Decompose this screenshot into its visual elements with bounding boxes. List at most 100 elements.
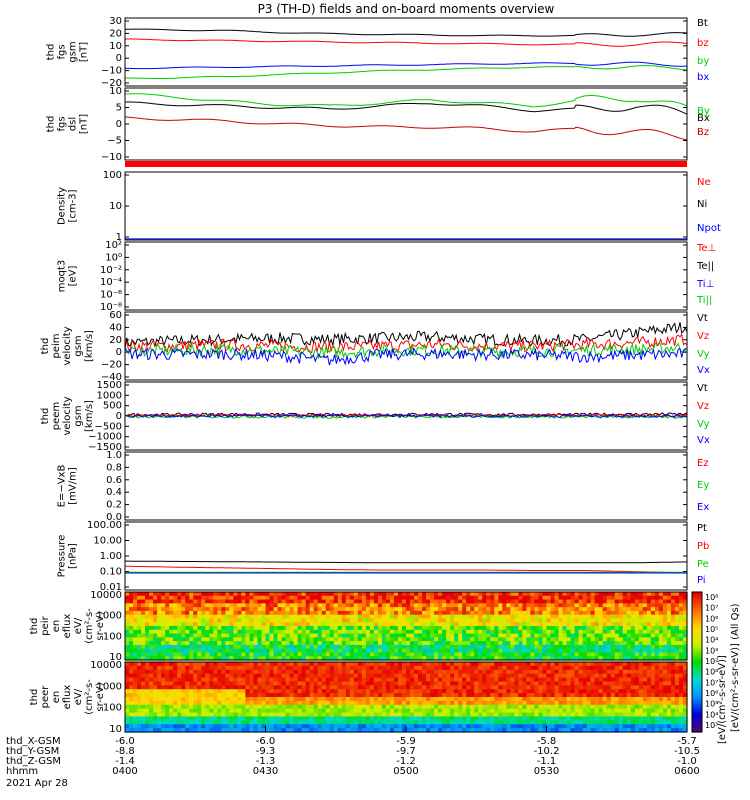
spectrogram-cell [357, 728, 363, 733]
spectrogram-cell [630, 641, 636, 646]
spectrogram-cell [349, 712, 355, 718]
spectrogram-cell [261, 618, 267, 623]
spectrogram-cell [245, 669, 251, 675]
spectrogram-cell [381, 607, 387, 612]
spectrogram-cell [325, 704, 331, 710]
spectrogram-cell [165, 592, 170, 597]
spectrogram-cell [305, 681, 311, 686]
spectrogram-cell [406, 599, 411, 604]
spectrogram-cell [446, 607, 451, 612]
spectrogram-cell [229, 603, 234, 608]
spectrogram-cell [377, 641, 383, 646]
spectrogram-cell [546, 641, 552, 646]
spectrogram-cell [265, 697, 271, 702]
spectrogram-cell [313, 673, 319, 679]
spectrogram-cell [430, 712, 435, 718]
spectrogram-cell [566, 716, 572, 721]
spectrogram-cell [293, 644, 299, 650]
spectrogram-cell [385, 603, 391, 608]
spectrogram-cell [125, 662, 130, 667]
spectrogram-cell [498, 626, 503, 631]
spectrogram-cell [397, 693, 403, 698]
spectrogram-cell [478, 637, 483, 642]
ytick-label: 0.0 [106, 512, 122, 523]
spectrogram-cell [373, 681, 379, 686]
spectrogram-cell [253, 708, 259, 714]
spectrogram-cell [245, 618, 251, 623]
spectrogram-cell [638, 592, 644, 597]
spectrogram-cell [349, 641, 355, 646]
spectrogram-cell [377, 618, 383, 623]
spectrogram-cell [129, 603, 134, 608]
spectrogram-cell [389, 610, 395, 616]
spectrogram-cell [237, 644, 243, 650]
spectrogram-cell [169, 622, 174, 627]
spectrogram-cell [209, 607, 214, 612]
spectrogram-cell [401, 626, 407, 631]
spectrogram-cell [389, 626, 395, 631]
spectrogram-cell [269, 622, 275, 627]
spectrogram-cell [546, 700, 552, 706]
spectrogram-cell [498, 629, 503, 635]
spectrogram-cell [462, 610, 467, 616]
spectrogram-cell [353, 662, 359, 667]
spectrogram-cell [418, 720, 423, 725]
spectrogram-cell [225, 629, 230, 635]
spectrogram-cell [602, 662, 608, 667]
spectrogram-cell [670, 614, 676, 620]
spectrogram-cell [518, 603, 524, 608]
spectrogram-cell [157, 685, 162, 690]
spectrogram-cell [249, 665, 255, 671]
spectrogram-cell [201, 716, 206, 721]
spectrogram-cell [574, 665, 580, 671]
spectrogram-cell [381, 724, 387, 729]
spectrogram-cell [197, 712, 202, 718]
spectrogram-cell [646, 641, 652, 646]
spectrogram-cell [526, 641, 532, 646]
spectrogram-cell [642, 641, 648, 646]
spectrogram-cell [153, 665, 158, 671]
spectrogram-cell [614, 677, 620, 683]
spectrogram-cell [490, 592, 495, 597]
spectrogram-cell [189, 689, 194, 694]
spectrogram-cell [161, 697, 166, 702]
spectrogram-cell [678, 614, 684, 620]
spectrogram-cell [293, 656, 299, 661]
spectrogram-cell [438, 656, 443, 661]
spectrogram-cell [514, 626, 519, 631]
spectrogram-cell [301, 708, 307, 714]
spectrogram-cell [237, 700, 243, 706]
spectrogram-cell [450, 689, 455, 694]
spectrogram-cell [129, 614, 134, 620]
spectrogram-cell [169, 724, 174, 729]
spectrogram-cell [301, 720, 307, 725]
spectrogram-cell [349, 677, 355, 683]
spectrogram-cell [442, 669, 447, 675]
spectrogram-cell [566, 637, 572, 642]
spectrogram-cell [458, 648, 463, 654]
spectrogram-cell [610, 665, 616, 671]
spectrogram-cell [333, 599, 339, 604]
spectrogram-cell [426, 599, 431, 604]
spectrogram-cell [341, 637, 347, 642]
spectrogram-cell [277, 689, 283, 694]
spectrogram-cell [582, 685, 588, 690]
spectrogram-cell [397, 689, 403, 694]
spectrogram-cell [269, 712, 275, 718]
spectrogram-cell [373, 641, 379, 646]
spectrogram-cell [165, 716, 170, 721]
spectrogram-cell [522, 592, 528, 597]
spectrogram-cell [313, 720, 319, 725]
spectrogram-cell [666, 595, 672, 601]
chart-title: P3 (TH-D) fields and on-board moments ov… [258, 2, 555, 16]
ylabel-line: thd [46, 44, 57, 61]
spectrogram-cell [377, 592, 383, 597]
spectrogram-cell [165, 656, 170, 661]
spectrogram-cell [422, 656, 427, 661]
spectrogram-cell [349, 669, 355, 675]
spectrogram-cell [646, 648, 652, 654]
spectrogram-cell [570, 595, 576, 601]
spectrogram-cell [626, 618, 632, 623]
spectrogram-cell [554, 673, 560, 679]
spectrogram-cell [241, 595, 247, 601]
